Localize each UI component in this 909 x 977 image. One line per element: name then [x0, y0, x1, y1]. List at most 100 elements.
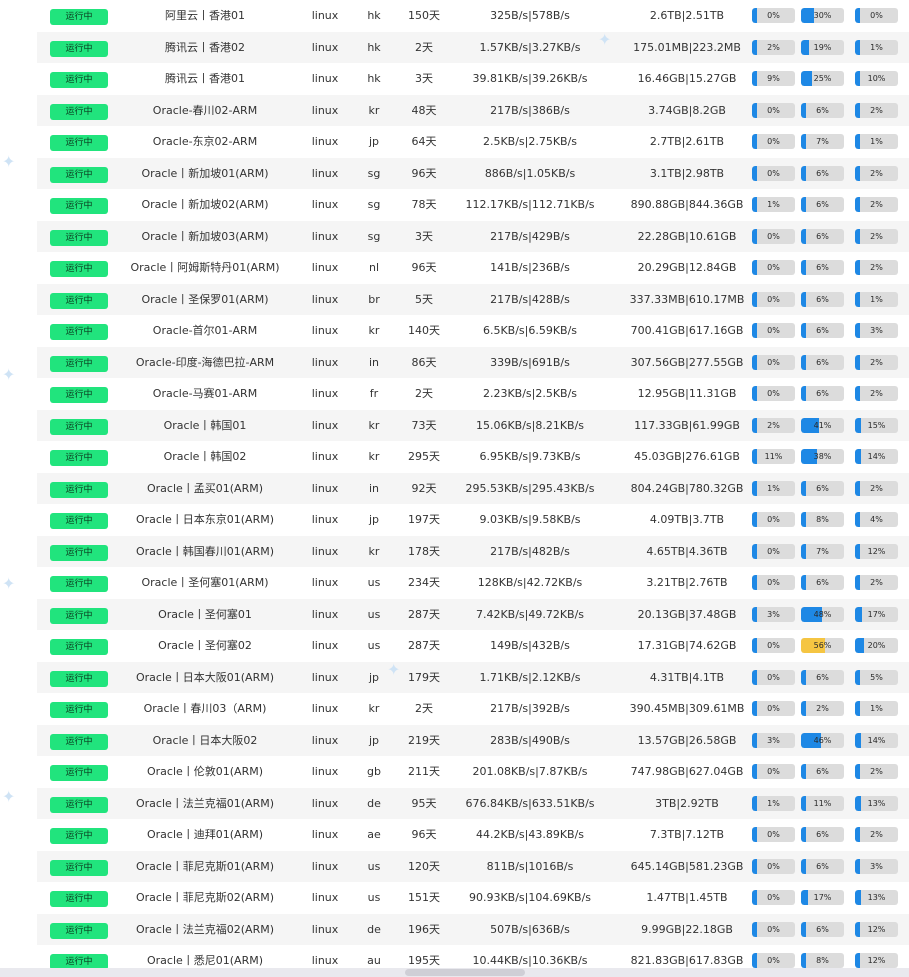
- os-type: linux: [311, 544, 339, 558]
- memory-bar: 48%: [801, 606, 844, 622]
- server-name: Oracle丨新加坡02(ARM): [141, 198, 269, 211]
- memory-bar-fill: [801, 8, 814, 23]
- traffic-total: 12.95GB|11.31GB: [637, 387, 737, 400]
- cpu-bar-label: 2%: [767, 420, 780, 430]
- status-badge: 运行中: [50, 103, 108, 120]
- network-speed: 2.5KB/s|2.75KB/s: [482, 135, 578, 148]
- cpu-bar: 3%: [752, 606, 795, 622]
- disk-bar: 2%: [855, 197, 898, 212]
- disk-bar: 14%: [855, 449, 898, 464]
- cpu-bar-label: 0%: [767, 767, 780, 776]
- disk-bar: 12%: [855, 953, 898, 968]
- server-row: 运行中 Oracle丨日本大阪02 linux jp 219天 283B/s|490B/s…: [37, 724, 909, 757]
- status-badge: 运行中: [50, 450, 108, 466]
- status-cell: 运行中: [49, 851, 109, 883]
- disk-bar-fill: [855, 764, 861, 779]
- os-type: linux: [311, 639, 339, 652]
- memory-bar-label: 17%: [813, 893, 832, 902]
- uptime: 2天: [415, 387, 433, 400]
- disk-bar-label: 2%: [870, 767, 883, 776]
- cpu-bar-label: 11%: [764, 452, 783, 461]
- disk-bar-fill: [855, 354, 861, 370]
- server-row: 运行中 Oracle-印度-海德巴拉-ARM linux in 86天 339B/s|69…: [37, 346, 909, 378]
- uptime: 211天: [408, 765, 440, 778]
- status-cell: 运行中: [49, 819, 109, 851]
- memory-bar: 6%: [801, 354, 844, 370]
- status-cell: 运行中: [49, 756, 109, 788]
- network-speed: 325B/s|578B/s: [490, 9, 570, 22]
- cpu-bar-label: 0%: [767, 578, 780, 587]
- network-speed: 6.95KB/s|9.73KB/s: [479, 450, 581, 463]
- server-name: Oracle丨春川03（ARM): [143, 702, 267, 715]
- cpu-bar: 2%: [752, 417, 795, 433]
- disk-bar-label: 3%: [870, 326, 883, 335]
- traffic-total: 3.21TB|2.76TB: [646, 576, 728, 589]
- disk-bar-fill: [855, 953, 861, 968]
- traffic-total: 4.65TB|4.36TB: [646, 544, 728, 558]
- memory-bar: 6%: [801, 165, 844, 181]
- memory-bar: 11%: [801, 795, 844, 811]
- location-code: us: [367, 639, 381, 652]
- disk-bar-label: 1%: [870, 137, 883, 146]
- status-badge: 运行中: [50, 72, 108, 88]
- cpu-bar-label: 0%: [767, 641, 780, 650]
- os-type: linux: [311, 103, 339, 117]
- cpu-bar-fill: [752, 71, 758, 86]
- disk-bar: 0%: [855, 8, 898, 23]
- status-badge: 运行中: [50, 670, 108, 687]
- memory-bar-fill: [801, 858, 807, 874]
- location-code: jp: [368, 733, 380, 747]
- status-badge: 运行中: [50, 229, 108, 246]
- location-code: de: [367, 922, 381, 936]
- server-name: Oracle丨新加坡03(ARM): [141, 229, 269, 243]
- network-speed: 141B/s|236B/s: [490, 261, 570, 274]
- location-code: fr: [369, 387, 379, 400]
- cpu-bar-label: 0%: [767, 956, 780, 965]
- location-code: us: [367, 607, 381, 621]
- memory-bar-label: 46%: [813, 735, 832, 745]
- network-speed: 10.44KB/s|10.36KB/s: [472, 954, 588, 967]
- traffic-total: 175.01MB|223.2MB: [633, 40, 741, 54]
- status-cell: 运行中: [49, 599, 109, 631]
- memory-bar-fill: [801, 102, 807, 118]
- cpu-bar-fill: [752, 827, 758, 842]
- server-name: Oracle丨孟买01(ARM): [146, 481, 264, 495]
- horizontal-scrollbar[interactable]: [0, 968, 909, 977]
- memory-bar-label: 6%: [816, 767, 829, 776]
- uptime: 96天: [411, 828, 437, 841]
- status-badge: 运行中: [50, 513, 108, 529]
- cpu-bar-fill: [752, 669, 758, 685]
- os-type: linux: [311, 954, 339, 967]
- disk-bar: 3%: [855, 858, 898, 874]
- sparkle-decoration: ✦: [2, 787, 16, 806]
- os-type: linux: [311, 828, 339, 841]
- disk-bar-label: 4%: [870, 515, 883, 524]
- memory-bar-label: 6%: [816, 357, 829, 367]
- memory-bar-label: 6%: [816, 168, 829, 178]
- traffic-total: 747.98GB|627.04GB: [630, 765, 744, 778]
- disk-bar: 2%: [855, 260, 898, 275]
- uptime: 140天: [408, 324, 440, 337]
- scrollbar-thumb[interactable]: [405, 969, 525, 976]
- memory-bar-fill: [801, 480, 807, 496]
- server-row: 运行中 Oracle丨圣何塞01 linux us 287天 7.42KB/s|49.72…: [37, 598, 909, 631]
- memory-bar-fill: [801, 323, 807, 338]
- uptime: 86天: [411, 355, 437, 369]
- network-speed: 339B/s|691B/s: [490, 355, 570, 369]
- cpu-bar: 0%: [752, 323, 795, 338]
- disk-bar: 13%: [855, 795, 898, 811]
- status-cell: 运行中: [49, 378, 109, 410]
- cpu-bar-fill: [752, 480, 758, 496]
- uptime: 287天: [408, 607, 440, 621]
- uptime: 2天: [415, 40, 433, 54]
- cpu-bar: 0%: [752, 701, 795, 716]
- disk-bar-label: 2%: [870, 105, 883, 115]
- server-name: Oracle丨日本东京01(ARM): [135, 513, 275, 526]
- status-badge: 运行中: [50, 576, 108, 592]
- memory-bar-label: 6%: [816, 105, 829, 115]
- sparkle-decoration: ✦: [2, 152, 16, 171]
- disk-bar-label: 5%: [870, 672, 883, 682]
- status-cell: 运行中: [49, 725, 109, 757]
- os-type: linux: [311, 450, 339, 463]
- cpu-bar-fill: [752, 858, 758, 874]
